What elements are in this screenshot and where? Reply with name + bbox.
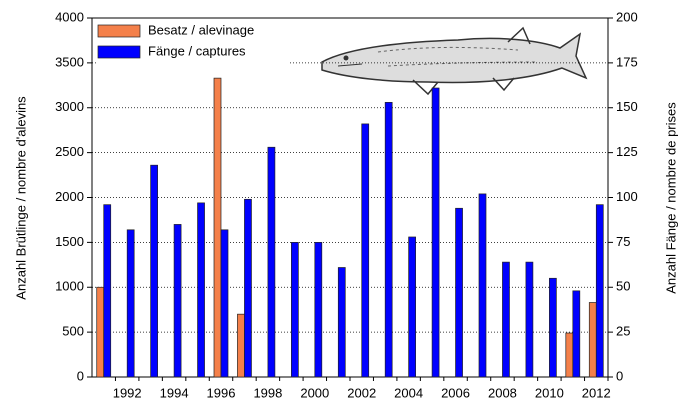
y2-tick-label: 0 — [616, 368, 623, 383]
y-tick-label: 2000 — [55, 189, 84, 204]
y2-tick-label: 125 — [616, 144, 638, 159]
y-tick-label: 500 — [62, 324, 84, 339]
y-tick-label: 3500 — [55, 54, 84, 69]
bar — [361, 123, 370, 378]
y2-tick-label: 175 — [616, 54, 638, 69]
x-tick-label: 1992 — [113, 385, 142, 400]
x-tick-label: 1994 — [160, 385, 189, 400]
bar — [384, 102, 393, 378]
bar — [455, 207, 463, 378]
bar — [126, 229, 135, 378]
bar — [572, 290, 581, 378]
y-tick-label: 2500 — [55, 144, 84, 159]
y2-tick-label: 150 — [616, 99, 638, 114]
bar — [173, 224, 182, 378]
bar — [588, 302, 597, 378]
x-tick-label: 1996 — [207, 385, 236, 400]
y-tick-label: 0 — [77, 368, 84, 383]
x-tick-label: 2000 — [300, 385, 329, 400]
x-tick-label: 2006 — [441, 385, 470, 400]
bar — [103, 204, 112, 378]
y-tick-label: 4000 — [55, 9, 84, 24]
bar — [549, 277, 557, 378]
bar — [237, 313, 245, 378]
y-tick-label: 3000 — [55, 99, 84, 114]
y2-tick-label: 200 — [616, 9, 638, 24]
bar — [213, 77, 222, 378]
x-tick-label: 2004 — [394, 385, 423, 400]
y-tick-label: 1500 — [55, 234, 84, 249]
x-tick-label: 2012 — [582, 385, 611, 400]
bar — [502, 261, 510, 378]
y-tick-label: 1000 — [55, 279, 84, 294]
bar — [525, 261, 534, 378]
pike-illustration — [321, 26, 588, 96]
y2-tick-label: 100 — [616, 189, 638, 204]
bar — [197, 202, 205, 378]
bar — [96, 286, 105, 378]
bar — [337, 267, 346, 378]
x-tick-label: 2010 — [535, 385, 564, 400]
legend-swatch — [97, 24, 141, 38]
bar — [267, 146, 276, 378]
bar — [431, 87, 440, 378]
bar — [314, 242, 323, 378]
x-tick-label: 2002 — [347, 385, 376, 400]
x-tick-label: 2008 — [488, 385, 517, 400]
y2-axis-label: Anzahl Fänge / nombre de prises — [663, 102, 678, 294]
legend-swatch — [97, 45, 141, 59]
bar — [595, 204, 604, 378]
bar — [565, 332, 574, 378]
bar — [244, 198, 252, 378]
legend-label: Fänge / captures — [148, 43, 246, 58]
x-tick-label: 1998 — [253, 385, 282, 400]
bar — [408, 236, 416, 378]
bar — [220, 229, 229, 378]
y2-tick-label: 25 — [616, 324, 630, 339]
bar — [478, 193, 487, 378]
y2-tick-label: 50 — [616, 279, 630, 294]
legend-label: Besatz / alevinage — [148, 22, 254, 37]
y-axis-label: Anzahl Brütlinge / nombre d'alevins — [13, 96, 28, 300]
bar — [150, 164, 158, 378]
y2-tick-label: 75 — [616, 234, 630, 249]
bar — [291, 242, 299, 378]
